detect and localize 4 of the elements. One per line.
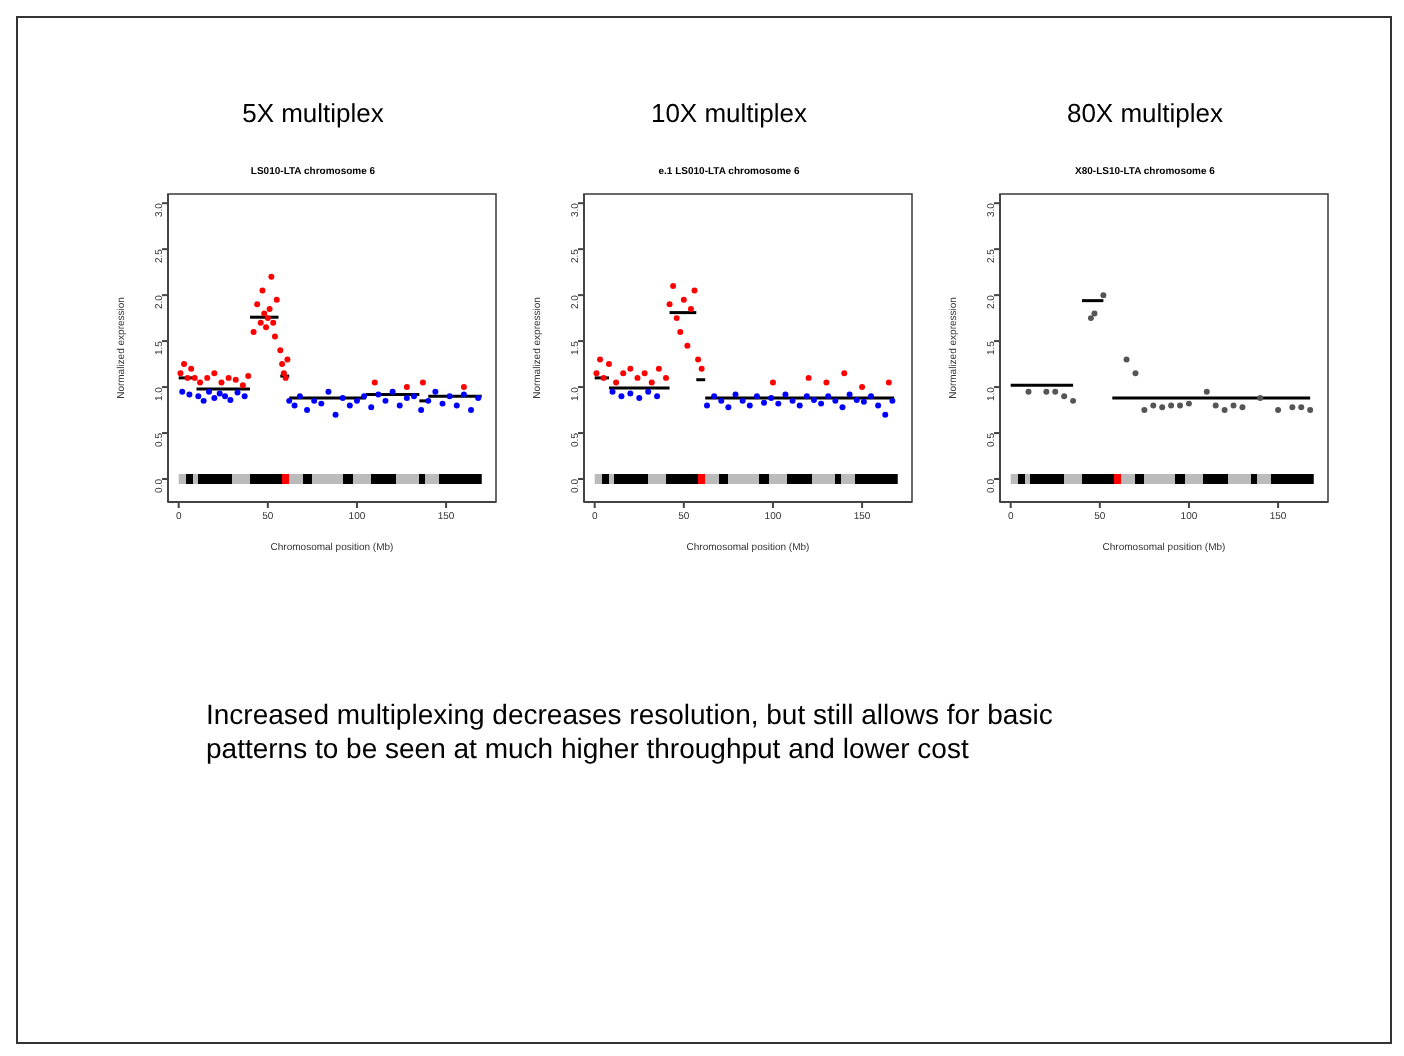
chart-title: 10X multiplex — [648, 98, 810, 132]
text: Increased multiplexing decreases resolution, but still allows for basic patterns to be seen at much higher throughput and lower cost — [206, 698, 1055, 766]
chart-title: 5X multiplex — [240, 98, 386, 132]
chart-title: 80X multiplex — [1064, 98, 1226, 132]
